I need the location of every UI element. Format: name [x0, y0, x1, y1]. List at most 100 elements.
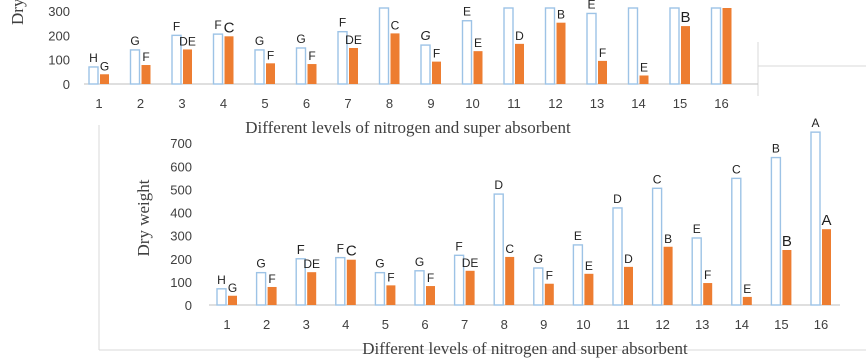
bar-series-1 — [493, 193, 504, 306]
x-tick-label: 11 — [507, 96, 521, 111]
bar-letter-label: F — [387, 270, 394, 284]
bar-series-1 — [503, 7, 514, 85]
x-tick-label: 5 — [261, 96, 268, 111]
bar-series-1 — [586, 12, 597, 85]
bar-series-1 — [171, 34, 182, 85]
bar-series-2 — [515, 43, 524, 84]
x-tick-label: 10 — [576, 317, 590, 332]
bar-letter-label: E — [474, 36, 482, 50]
bar-series-1 — [295, 258, 306, 306]
bar-letter-label: DE — [303, 257, 320, 271]
bar-letter-label: A — [811, 116, 819, 130]
bar-letter-label: F — [214, 18, 221, 32]
x-axis-title: Different levels of nitrogen and super a… — [362, 339, 688, 358]
bar-series-1 — [374, 271, 386, 306]
bar-series-2 — [465, 270, 475, 305]
bar-letter-label: B — [557, 8, 565, 22]
y-tick-label: 0 — [63, 77, 70, 92]
bar-series-1 — [669, 7, 680, 85]
y-tick-label: 100 — [170, 275, 192, 290]
bar-letter-label: F — [308, 49, 315, 63]
bar-letter-label: F — [173, 19, 180, 33]
bar-letter-label: F — [297, 242, 305, 257]
bar-letter-label: D — [515, 29, 524, 43]
bar-series-1 — [255, 271, 267, 306]
bar-series-2 — [722, 8, 732, 84]
bar-series-1 — [420, 44, 431, 85]
bar-series-1 — [254, 49, 265, 85]
bar-series-1 — [710, 7, 722, 85]
bar-series-1 — [378, 7, 390, 85]
bar-letter-label: DE — [462, 256, 479, 270]
y-tick-label: 500 — [170, 182, 192, 197]
x-tick-label: 4 — [220, 96, 227, 111]
bar-series-2 — [386, 285, 396, 305]
bar-letter-label: F — [704, 268, 711, 282]
bar-letter-label: F — [427, 271, 434, 285]
bar-letter-label: B — [772, 142, 780, 156]
x-tick-label: 13 — [590, 96, 604, 111]
y-tick-label: 300 — [48, 4, 70, 19]
x-tick-label: 12 — [548, 96, 562, 111]
bar-series-2 — [141, 65, 151, 84]
bar-letter-label: B — [664, 232, 672, 246]
bar-series-1 — [533, 267, 544, 306]
bar-series-1 — [212, 33, 224, 85]
x-tick-label: 3 — [303, 317, 310, 332]
bar-series-2 — [544, 283, 554, 305]
bar-series-2 — [307, 64, 317, 84]
x-tick-label: 6 — [421, 317, 428, 332]
bar-series-2 — [349, 47, 358, 84]
x-tick-label: 6 — [303, 96, 310, 111]
bar-letter-label: G — [375, 257, 384, 271]
bar-letter-label: G — [534, 252, 543, 266]
x-axis-title: Different levels of nitrogen and super a… — [245, 118, 571, 137]
x-tick-label: 8 — [386, 96, 393, 111]
bar-series-2 — [505, 256, 515, 305]
y-axis-title: Dry — [8, 0, 27, 25]
bar-series-1 — [544, 7, 556, 85]
bottom-y-ticks: 0 100 200 300 400 500 600 700 — [170, 136, 192, 313]
bar-series-2 — [100, 74, 109, 84]
bar-letter-label: C — [505, 242, 514, 256]
bar-series-1 — [651, 187, 663, 306]
bar-letter-label: G — [256, 257, 265, 271]
bar-letter-label: F — [268, 272, 275, 286]
bar-series-2 — [267, 286, 277, 305]
bar-series-1 — [414, 270, 425, 306]
bar-series-2 — [742, 296, 752, 305]
bar-letter-label: C — [732, 162, 741, 176]
x-tick-label: 15 — [673, 96, 687, 111]
bar-series-2 — [390, 33, 400, 84]
bar-series-1 — [461, 20, 473, 85]
bar-letter-label: F — [433, 47, 440, 61]
bar-letter-label: F — [599, 46, 606, 60]
bar-series-2 — [584, 273, 594, 305]
bar-series-2 — [224, 36, 234, 84]
bar-series-2 — [681, 26, 690, 84]
x-tick-label: 8 — [501, 317, 508, 332]
bar-series-1 — [572, 244, 584, 306]
bar-series-1 — [770, 156, 782, 306]
bar-series-2 — [426, 286, 435, 305]
bar-series-2 — [556, 22, 566, 84]
bar-series-2 — [663, 246, 673, 305]
bar-letter-label: E — [693, 222, 701, 236]
bar-series-2 — [432, 61, 441, 84]
bar-letter-label: E — [585, 259, 593, 273]
x-tick-label: 7 — [344, 96, 351, 111]
bar-series-2 — [703, 283, 713, 305]
y-tick-label: 100 — [48, 53, 70, 68]
bar-letter-label: C — [224, 19, 235, 36]
bar-letter-label: C — [391, 18, 400, 32]
y-tick-label: 700 — [170, 136, 192, 151]
y-tick-label: 600 — [170, 159, 192, 174]
bar-series-1 — [335, 256, 346, 306]
bar-letter-label: E — [463, 5, 471, 19]
bar-letter-label: DE — [179, 34, 196, 48]
bar-letter-label: H — [217, 273, 226, 287]
bar-series-2 — [624, 266, 633, 305]
bar-letter-label: E — [640, 60, 648, 74]
